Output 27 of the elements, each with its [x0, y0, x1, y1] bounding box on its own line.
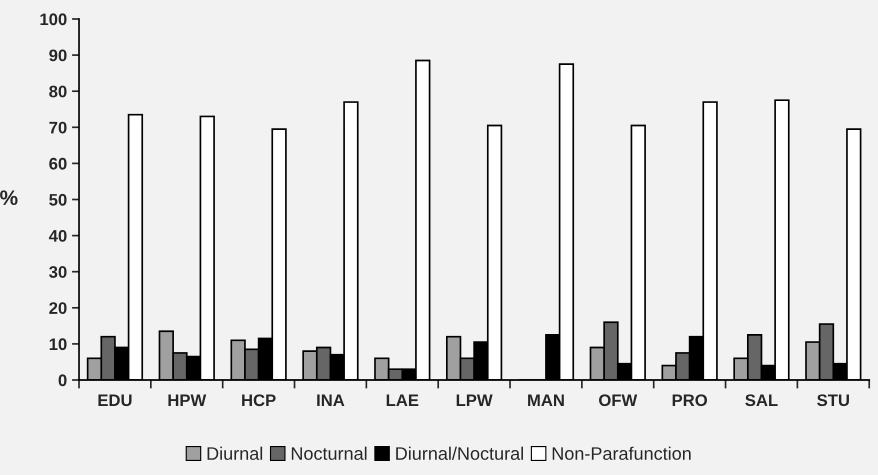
- x-tick-label: EDU: [98, 394, 132, 406]
- legend-label: Diurnal: [208, 446, 262, 460]
- y-tick-label: 30: [49, 266, 67, 278]
- y-tick-label: 80: [49, 86, 67, 98]
- x-tick-label: HCP: [242, 394, 276, 406]
- legend-label: Nocturnal: [292, 446, 366, 460]
- x-tick-label: MAN: [528, 394, 564, 406]
- y-tick-label: 50: [49, 194, 67, 206]
- legend-label: Diurnal/Noctural: [396, 446, 523, 460]
- y-axis-title: %: [0, 190, 18, 206]
- x-tick-label: STU: [817, 394, 849, 406]
- x-tick-label: HPW: [168, 394, 206, 406]
- x-tick-label: LAE: [386, 394, 418, 406]
- y-tick-label: 20: [49, 302, 67, 314]
- y-tick-label: 0: [58, 374, 67, 386]
- y-tick-label: 60: [49, 158, 67, 170]
- legend-label: Non-Parafunction: [552, 446, 691, 460]
- y-tick-label: 40: [48, 230, 67, 242]
- x-tick-label: SAL: [745, 394, 778, 406]
- x-tick-label: OFW: [599, 394, 638, 406]
- y-tick-label: 100: [40, 13, 67, 26]
- x-tick-label: INA: [317, 394, 344, 406]
- y-tick-label: 90: [49, 50, 67, 62]
- y-tick-label: 70: [49, 122, 67, 134]
- y-tick-label: 10: [50, 338, 67, 350]
- x-tick-label: LPW: [456, 394, 493, 406]
- x-tick-label: PRO: [672, 394, 707, 406]
